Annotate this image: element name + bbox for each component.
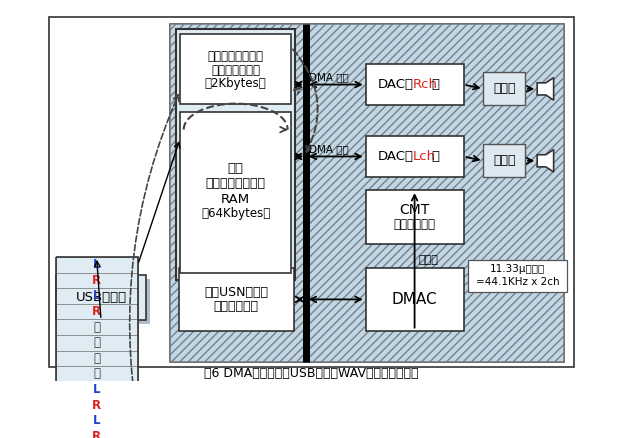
Bar [366, 268, 464, 331]
Text: R: R [92, 305, 101, 318]
Text: RAM: RAM [221, 193, 250, 206]
Bar [366, 190, 464, 244]
Polygon shape [537, 78, 554, 100]
Bar [180, 34, 291, 104]
Text: DMAC: DMAC [392, 292, 437, 307]
Bar [55, 257, 138, 272]
Text: 図6 DMAを活用したUSBメモリWAVファイルの再生: 図6 DMAを活用したUSBメモリWAVファイルの再生 [204, 367, 418, 380]
Bar [55, 413, 138, 428]
Text: DAC（: DAC（ [378, 78, 414, 91]
Text: DMA 転送: DMA 転送 [310, 73, 349, 83]
Text: CMT: CMT [399, 203, 430, 217]
Text: （2Kbytes）: （2Kbytes） [205, 77, 267, 90]
Bar [55, 275, 146, 320]
Text: ）: ） [432, 150, 439, 163]
Bar [55, 381, 138, 397]
Polygon shape [537, 149, 554, 172]
Text: R: R [92, 274, 101, 287]
Bar [180, 112, 291, 272]
Text: L: L [93, 383, 100, 396]
Bar [55, 397, 138, 413]
Text: アンプ: アンプ [493, 82, 515, 95]
Bar [179, 268, 293, 331]
Text: Lch: Lch [412, 150, 435, 163]
Bar [483, 145, 525, 177]
Text: R: R [92, 399, 101, 412]
Text: Rch: Rch [412, 78, 437, 91]
FancyArrowPatch shape [130, 95, 179, 418]
Text: =44.1KHz x 2ch: =44.1KHz x 2ch [476, 277, 559, 287]
Bar [55, 272, 138, 288]
FancyArrowPatch shape [293, 49, 318, 152]
Bar [366, 64, 464, 106]
Text: （カウンタ）: （カウンタ） [394, 218, 435, 230]
Bar [170, 24, 564, 362]
Bar [366, 136, 464, 177]
Text: アンプ: アンプ [493, 154, 515, 167]
Text: L: L [93, 290, 100, 302]
Text: ．: ． [93, 367, 100, 380]
Text: （64Kbytes）: （64Kbytes） [201, 207, 270, 220]
Text: USBメモリ: USBメモリ [75, 291, 126, 304]
Bar [55, 304, 138, 319]
Bar [483, 72, 525, 106]
Text: DMA 転送: DMA 転送 [310, 145, 349, 155]
Bar [55, 335, 138, 350]
Text: ）: ） [432, 78, 439, 91]
Bar [55, 428, 138, 438]
Text: バッファメモリ: バッファメモリ [211, 64, 260, 77]
Bar [55, 319, 138, 335]
Text: オーディオデータ: オーディオデータ [207, 50, 264, 64]
Bar [468, 260, 568, 293]
Bar [170, 24, 564, 362]
Text: ．: ． [93, 336, 100, 349]
Bar [55, 257, 138, 438]
Bar [176, 29, 295, 280]
Bar [59, 279, 150, 324]
Bar [55, 366, 138, 381]
Bar [55, 350, 138, 366]
Text: 割込み: 割込み [418, 255, 438, 265]
Text: L: L [93, 258, 100, 271]
Text: ．: ． [93, 352, 100, 365]
Bar [55, 288, 138, 304]
Text: 内蔵: 内蔵 [227, 162, 244, 175]
Text: 高速スタティック: 高速スタティック [206, 177, 265, 190]
Text: 11.33μ秒単位: 11.33μ秒単位 [490, 264, 545, 274]
Text: DAC（: DAC（ [378, 150, 414, 163]
Text: R: R [92, 430, 101, 438]
Text: ．: ． [93, 321, 100, 334]
Text: コントローラ: コントローラ [214, 300, 259, 313]
FancyArrowPatch shape [294, 88, 300, 93]
Text: L: L [93, 414, 100, 427]
Text: 内蔵USNホスト: 内蔵USNホスト [204, 286, 268, 299]
